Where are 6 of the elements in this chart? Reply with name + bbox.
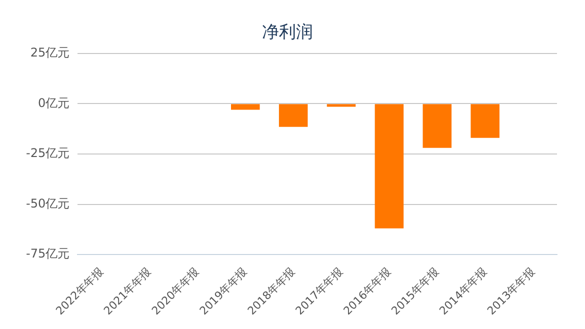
y-tick-label: 0亿元 xyxy=(38,96,70,110)
y-tick-label: -50亿元 xyxy=(26,196,70,210)
y-tick-label: -25亿元 xyxy=(26,146,70,160)
y-tick-label: -75亿元 xyxy=(26,246,70,261)
y-tick-label: 25亿元 xyxy=(30,46,70,60)
chart-title: 净利润 xyxy=(262,22,313,43)
